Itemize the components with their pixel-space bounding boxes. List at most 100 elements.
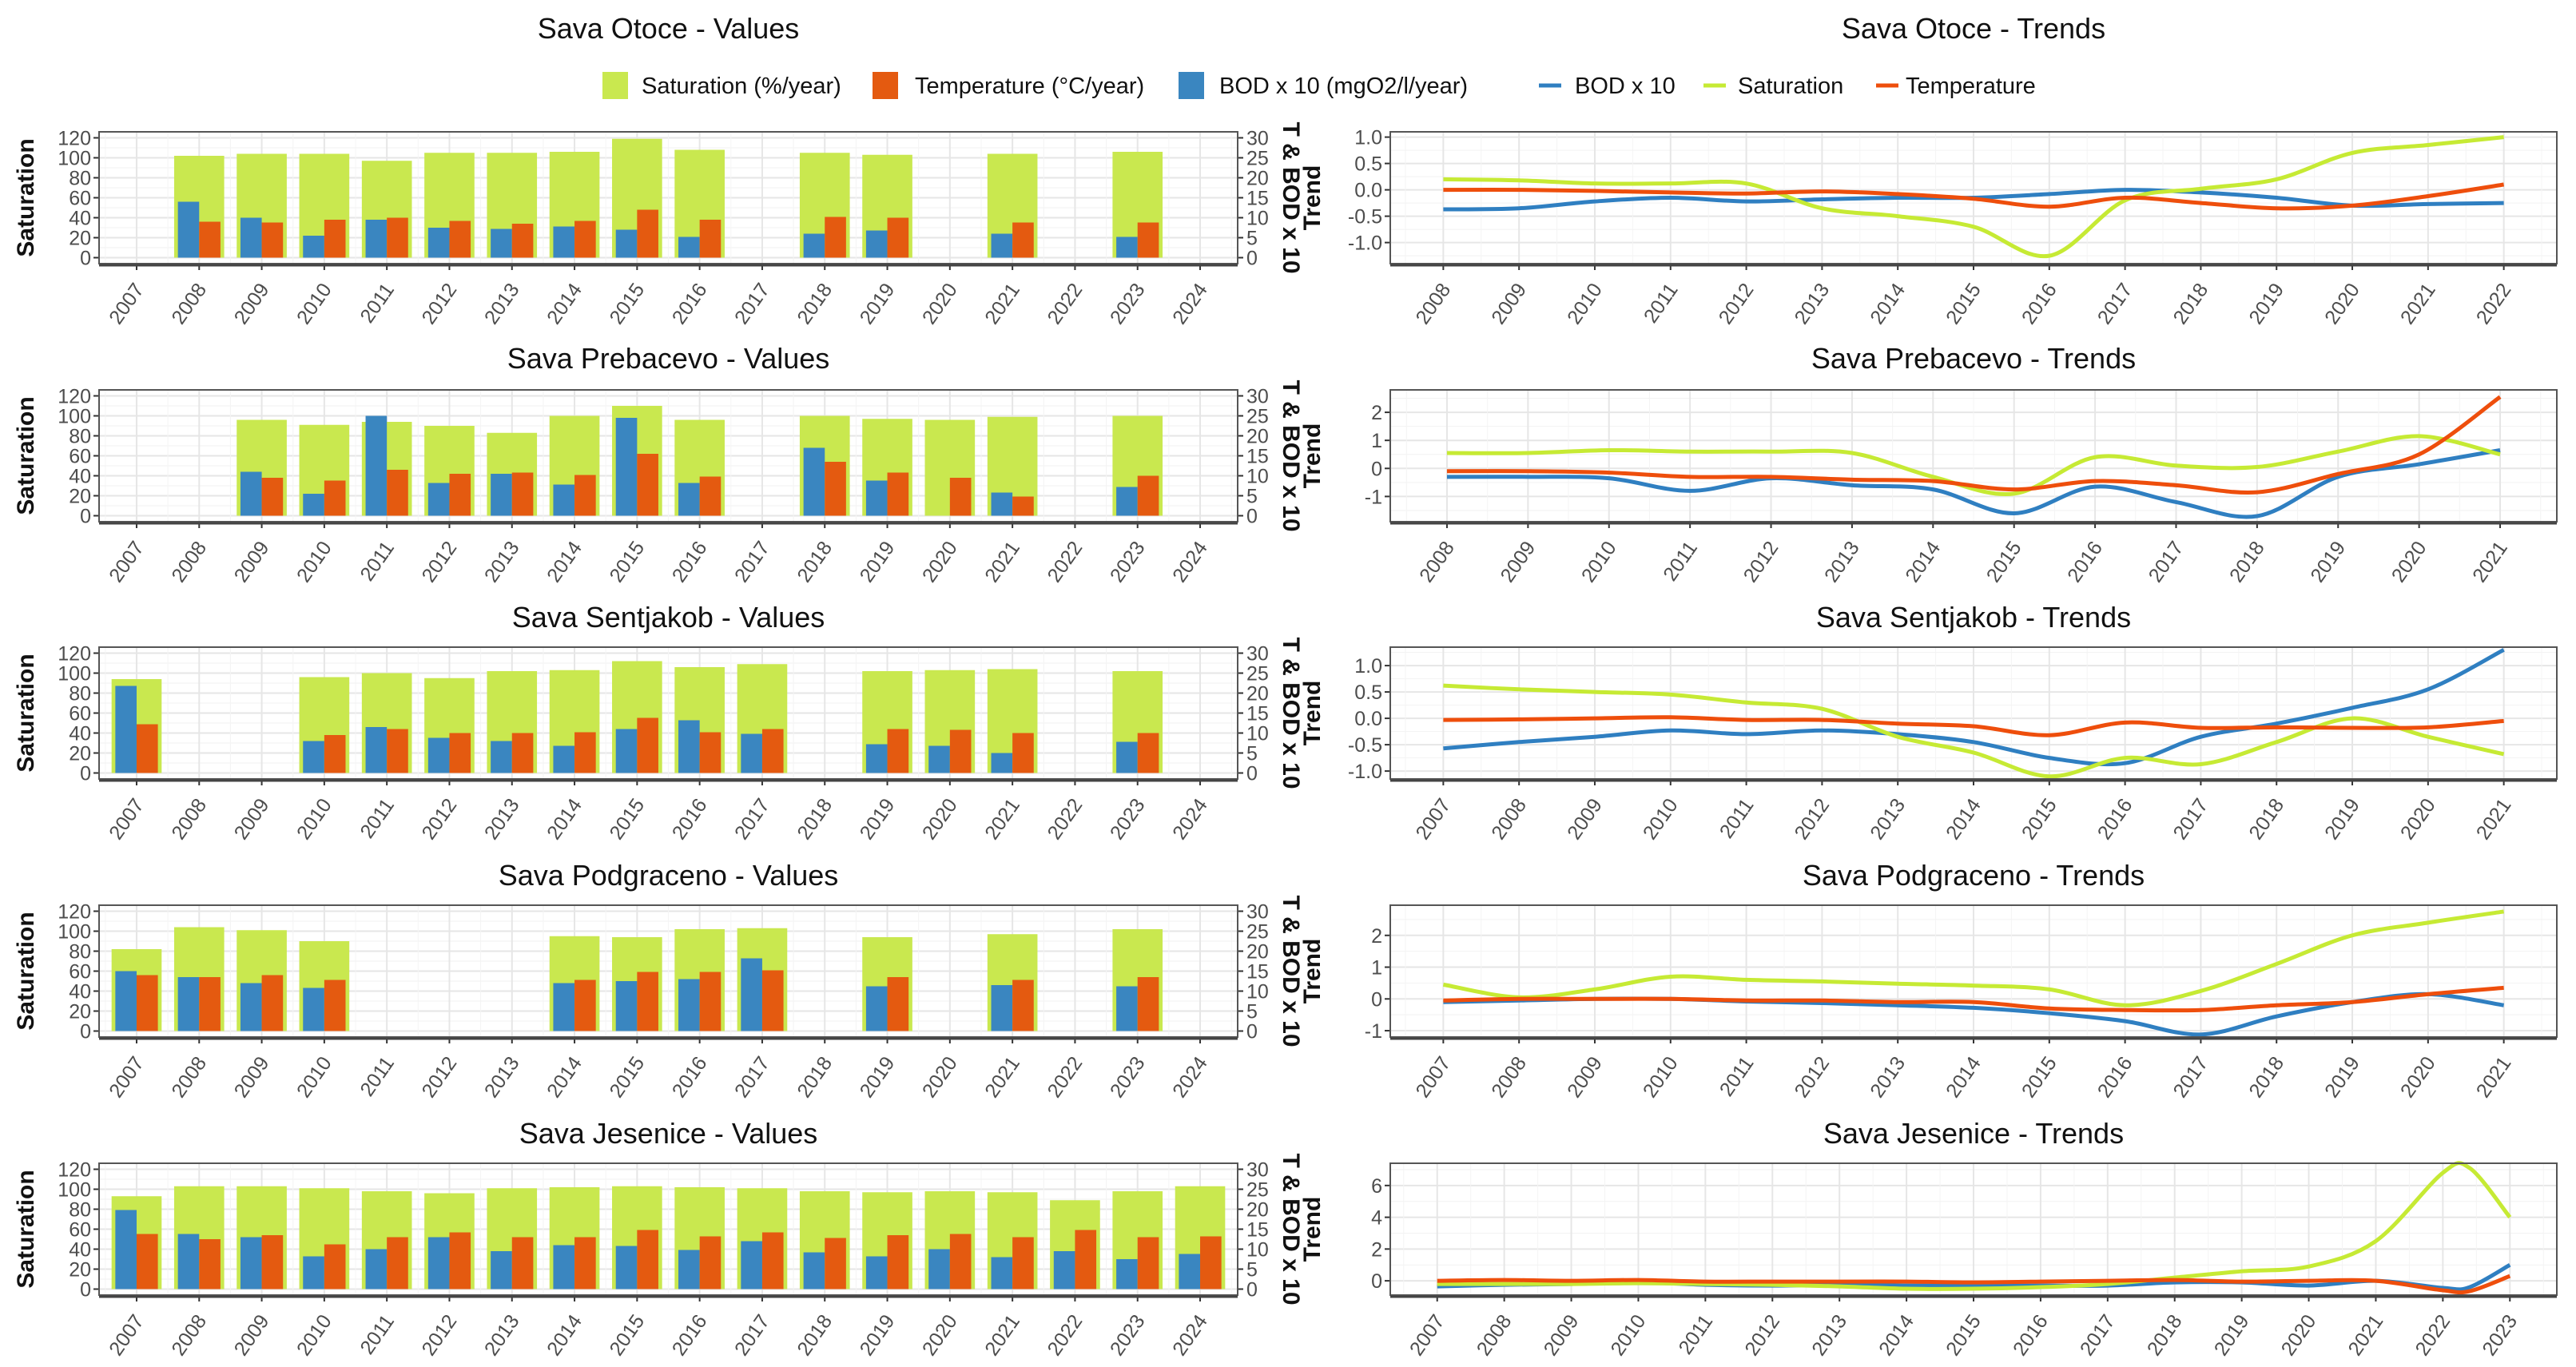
bar-bod — [991, 1257, 1013, 1290]
trend-line-saturation — [1446, 434, 2501, 497]
y-tick-label: 0 — [80, 1021, 91, 1043]
bar-bod — [303, 236, 324, 258]
x-tick-label: 2013 — [1820, 537, 1864, 586]
panel-title: Sava Prebacevo - Trends — [1811, 342, 2136, 375]
x-tick-label: 2015 — [2017, 1052, 2061, 1102]
trend-line-temperature — [1437, 1274, 2511, 1295]
bar-temperature — [887, 472, 909, 516]
legend-label: Saturation — [1738, 74, 1843, 99]
trends-panel-4: Sava Jesenice - Trends 0 2 4 6 2007 2008 2009 20… — [1299, 1117, 2558, 1360]
x-tick-label: 2019 — [2210, 1310, 2254, 1360]
x-tick-label: 2018 — [793, 1052, 837, 1102]
y2-tick-label: 10 — [1246, 466, 1269, 488]
bar-temperature — [949, 1234, 972, 1290]
x-tick-label: 2018 — [793, 1310, 837, 1360]
y-tick-label: 2 — [1371, 925, 1382, 948]
x-tick-label: 2019 — [856, 794, 900, 844]
y-tick-label: 40 — [69, 1239, 91, 1262]
x-tick-label: 2022 — [1044, 537, 1087, 586]
bar-bod — [427, 737, 450, 773]
bar-bod — [491, 741, 512, 773]
x-tick-label: 2016 — [2009, 1310, 2053, 1360]
trend-line-temperature — [1443, 985, 2504, 1013]
y-tick-label: 2 — [1371, 1238, 1382, 1261]
bar-bod — [1116, 487, 1138, 516]
x-tick-label: 2018 — [793, 279, 837, 328]
x-tick-label: 2019 — [2320, 1052, 2364, 1102]
x-tick-label: 2014 — [543, 279, 586, 328]
x-tick-label: 2011 — [356, 1052, 399, 1100]
x-tick-label: 2014 — [1866, 279, 1910, 328]
x-tick-label: 2013 — [480, 1310, 524, 1360]
x-tick-label: 2008 — [1487, 1052, 1531, 1102]
x-tick-label: 2007 — [1405, 1310, 1449, 1360]
bar-temperature — [1137, 733, 1159, 773]
y-tick-label: 40 — [69, 723, 91, 745]
x-tick-label: 2015 — [605, 1052, 649, 1102]
bar-temperature — [387, 1237, 408, 1290]
y-tick-label: 1.0 — [1354, 127, 1382, 149]
bar-temperature — [261, 975, 284, 1031]
bar-bod — [240, 983, 262, 1031]
bar-temperature — [261, 222, 284, 258]
x-tick-label: 2014 — [543, 1310, 586, 1360]
x-tick-label: 2017 — [730, 1052, 774, 1102]
y-tick-label: 40 — [69, 981, 91, 1003]
y-axis-title: Saturation — [13, 396, 39, 515]
bar-bod — [678, 979, 700, 1031]
y2-tick-label: 15 — [1246, 446, 1269, 468]
x-tick-label: 2017 — [2145, 537, 2188, 586]
bar-temperature — [637, 454, 658, 516]
x-tick-label: 2015 — [2017, 794, 2061, 844]
y-tick-label: 20 — [69, 1259, 91, 1282]
bar-temperature — [324, 1244, 346, 1290]
x-tick-label: 2007 — [1411, 794, 1455, 844]
y-axis-title: Trend — [1299, 165, 1326, 231]
panel-title: Sava Podgraceno - Trends — [1803, 859, 2145, 892]
y-axis-title: Trend — [1299, 681, 1326, 746]
y-tick-label: 80 — [69, 941, 91, 964]
y-tick-label: 0 — [1371, 988, 1382, 1011]
bar-temperature — [699, 476, 722, 516]
trend-line-temperature — [1446, 395, 2502, 495]
bar-temperature — [637, 717, 658, 773]
x-tick-label: 2018 — [793, 794, 837, 844]
x-tick-label: 2011 — [1715, 794, 1759, 842]
bar-bod — [615, 981, 638, 1031]
panel-title: Sava Podgraceno - Values — [499, 859, 839, 892]
plot-border — [1389, 646, 2558, 780]
y-tick-label: 4 — [1371, 1207, 1382, 1230]
x-tick-label: 2017 — [2169, 1052, 2212, 1102]
bar-bod — [615, 418, 638, 516]
y-tick-label: 80 — [69, 426, 91, 448]
y-tick-label: 120 — [58, 901, 91, 924]
y2-tick-label: 25 — [1246, 663, 1269, 685]
x-tick-label: 2019 — [2306, 537, 2350, 586]
bar-temperature — [136, 1234, 158, 1290]
bar-temperature — [324, 980, 346, 1031]
panel-title: Sava Otoce - Trends — [1842, 12, 2105, 45]
bar-bod — [991, 753, 1013, 773]
bar-temperature — [1075, 1230, 1097, 1290]
x-tick-label: 2022 — [1044, 794, 1087, 844]
bar-bod — [177, 977, 200, 1031]
bar-temperature — [887, 977, 909, 1031]
legend: Saturation (%/year) Temperature (°C/year)… — [602, 72, 2036, 99]
x-tick-label: 2009 — [230, 1052, 274, 1102]
x-tick-label: 2007 — [105, 279, 149, 328]
y-tick-label: 100 — [58, 406, 91, 428]
y-tick-label: 80 — [69, 1199, 91, 1222]
y2-tick-label: 10 — [1246, 981, 1269, 1003]
legend-label: Saturation (%/year) — [642, 74, 841, 99]
x-tick-label: 2011 — [356, 537, 399, 585]
bar-temperature — [511, 224, 534, 258]
x-tick-label: 2010 — [1563, 279, 1607, 328]
x-tick-label: 2008 — [1473, 1310, 1517, 1360]
bar-bod — [741, 733, 762, 773]
x-tick-label: 2018 — [2225, 537, 2269, 586]
x-tick-label: 2016 — [668, 1310, 712, 1360]
bar-temperature — [574, 1237, 596, 1290]
legend-swatch-1 — [873, 72, 898, 99]
x-tick-label: 2016 — [2093, 794, 2137, 844]
x-tick-label: 2021 — [2468, 537, 2512, 586]
